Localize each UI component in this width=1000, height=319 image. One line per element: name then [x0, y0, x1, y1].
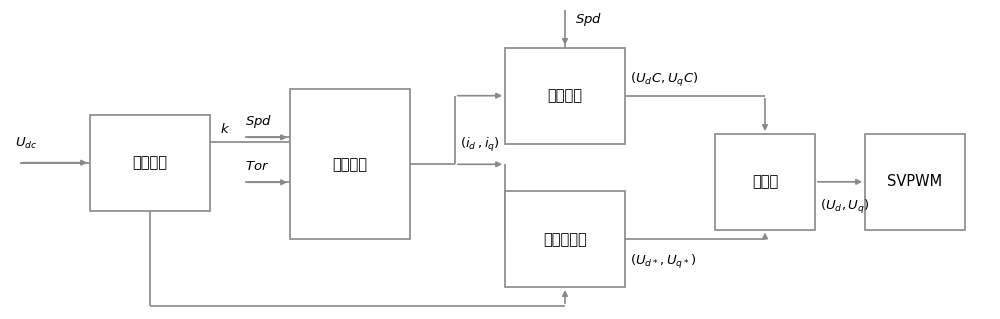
Text: 电流调节器: 电流调节器: [543, 232, 587, 247]
Bar: [505, 48, 625, 144]
Text: 电压前馈: 电压前馈: [548, 88, 582, 103]
Text: $(i_d\,,i_q)$: $(i_d\,,i_q)$: [460, 136, 500, 154]
Text: $(U_{d*},U_{q*})$: $(U_{d*},U_{q*})$: [630, 253, 696, 271]
Bar: [505, 191, 625, 287]
Bar: [90, 115, 210, 211]
Text: SVPWM: SVPWM: [887, 174, 943, 189]
Text: 电流查表: 电流查表: [332, 157, 368, 172]
Bar: [865, 134, 965, 230]
Text: 加法器: 加法器: [752, 174, 778, 189]
Text: $k$: $k$: [220, 122, 230, 136]
Bar: [715, 134, 815, 230]
Text: $Spd$: $Spd$: [245, 113, 272, 130]
Text: $U_{dc}$: $U_{dc}$: [15, 136, 38, 151]
Text: $Spd$: $Spd$: [575, 11, 602, 28]
Text: $(U_dC,U_qC)$: $(U_dC,U_qC)$: [630, 71, 698, 89]
Bar: [290, 89, 410, 239]
Text: $Tor$: $Tor$: [245, 160, 269, 173]
Text: $(U_d,U_q)$: $(U_d,U_q)$: [820, 198, 870, 216]
Text: 电压闭环: 电压闭环: [132, 155, 168, 170]
